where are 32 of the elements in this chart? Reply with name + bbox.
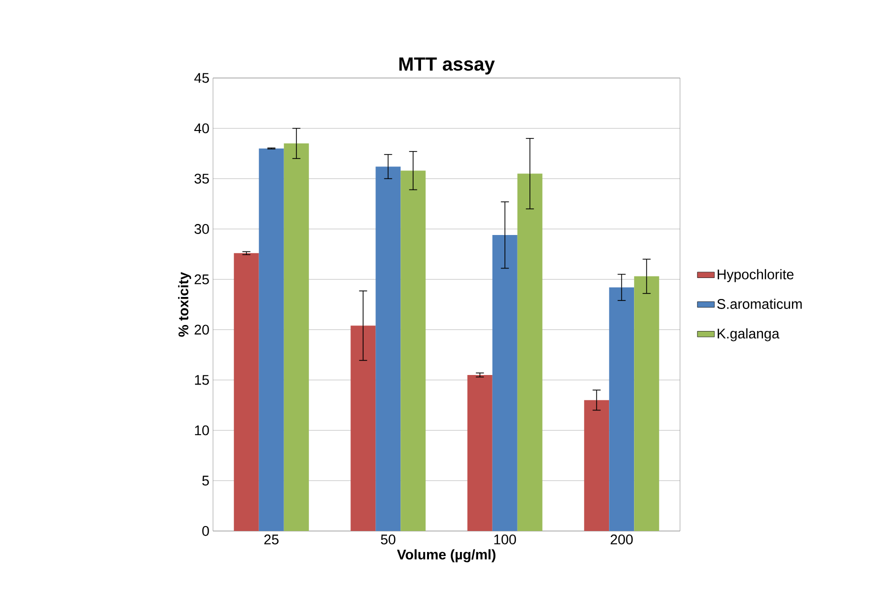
bar <box>634 276 660 531</box>
bar <box>350 326 376 531</box>
x-axis-title: Volume (µg/ml) <box>396 549 496 562</box>
y-tick-label: 45 <box>194 73 209 83</box>
y-tick-label: 15 <box>195 375 209 385</box>
x-tick-label: 50 <box>380 534 396 544</box>
chart-title: MTT assay <box>399 58 495 74</box>
bar <box>492 235 518 531</box>
legend-label: S.aromaticum <box>717 298 802 309</box>
bar <box>400 170 426 531</box>
y-tick-label: 40 <box>194 123 209 134</box>
x-tick-label: 25 <box>264 534 279 544</box>
y-tick-label: 20 <box>194 324 209 335</box>
y-tick-label: 30 <box>194 224 209 234</box>
y-tick-label: 35 <box>194 174 209 184</box>
y-axis-title: % toxicity <box>178 272 192 337</box>
y-tick-label: 10 <box>195 425 209 436</box>
bar <box>467 374 492 531</box>
x-tick-label: 200 <box>610 534 633 544</box>
bar <box>234 253 259 531</box>
x-tick-label: 100 <box>494 534 516 544</box>
bar <box>584 400 610 531</box>
bar <box>609 287 634 531</box>
bar <box>284 143 309 531</box>
y-tick-label: 25 <box>194 274 209 284</box>
bar <box>258 148 284 531</box>
y-tick-label: 5 <box>202 476 209 486</box>
y-tick-label: 0 <box>202 526 209 536</box>
bar <box>376 166 401 531</box>
legend-label: K.galanga <box>718 328 780 342</box>
bar <box>517 174 542 531</box>
legend-label: Hypochlorite <box>718 269 794 282</box>
